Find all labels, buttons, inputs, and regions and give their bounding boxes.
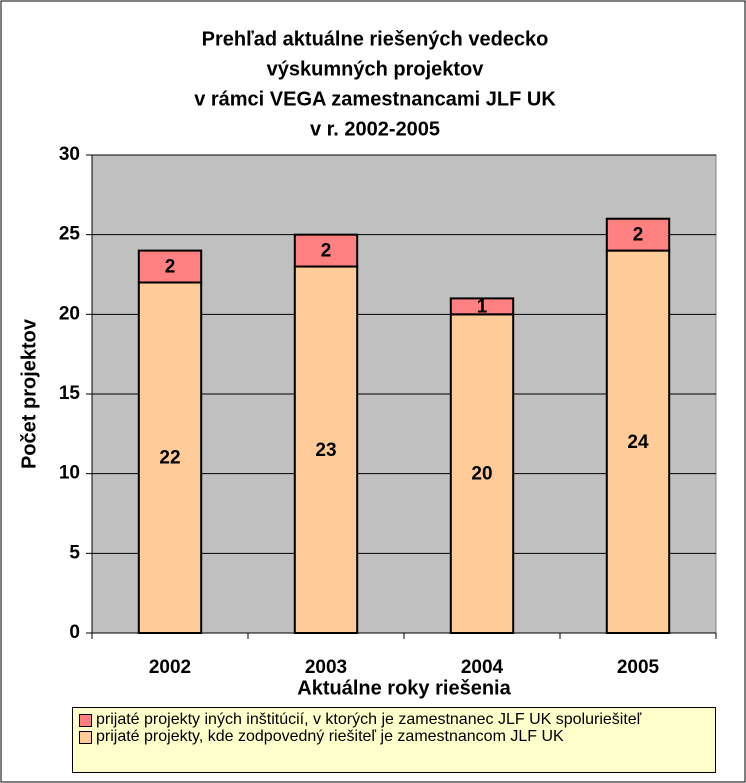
- chart-title: Prehľad aktuálne riešených vedecko: [202, 28, 549, 50]
- y-tick-label: 30: [59, 144, 80, 165]
- legend-swatch: [79, 714, 92, 727]
- x-tick-label: 2004: [461, 657, 504, 678]
- legend-label: prijaté projekty, kde zodpovedný riešite…: [96, 728, 564, 745]
- bar-segment: [293, 233, 359, 268]
- y-tick-label: 10: [59, 463, 80, 484]
- data-label: 24: [627, 432, 649, 453]
- chart-title: výskumných projektov: [267, 58, 485, 80]
- chart-title: v r. 2002-2005: [310, 118, 440, 140]
- bar-segment: [449, 313, 515, 634]
- x-axis-label: Aktuálne roky riešenia: [297, 677, 511, 699]
- legend-item: prijaté projekty iných inštitúcií, v kto…: [79, 711, 709, 728]
- bar-segment: [449, 297, 515, 316]
- y-tick-label: 25: [59, 224, 81, 245]
- legend-item: prijaté projekty, kde zodpovedný riešite…: [79, 728, 709, 745]
- bar-segment: [137, 249, 203, 284]
- data-label: 2: [633, 225, 644, 246]
- x-tick-label: 2005: [617, 657, 660, 678]
- data-label: 23: [315, 440, 336, 461]
- data-label: 1: [477, 296, 488, 317]
- y-tick-label: 15: [59, 383, 81, 404]
- y-tick-label: 20: [59, 303, 80, 324]
- data-label: 2: [165, 257, 176, 278]
- y-tick-label: 5: [69, 542, 80, 563]
- bar-segment: [605, 249, 671, 634]
- legend-swatch: [79, 731, 92, 744]
- bar-segment: [293, 265, 359, 634]
- bar-segment: [605, 217, 671, 252]
- x-tick-label: 2003: [305, 657, 347, 678]
- y-tick-label: 0: [69, 622, 80, 643]
- chart-title: v rámci VEGA zamestnancami JLF UK: [194, 88, 556, 110]
- y-axis-label: Počet projektov: [18, 318, 40, 469]
- x-tick-label: 2002: [149, 657, 191, 678]
- data-label: 2: [321, 241, 332, 262]
- legend: prijaté projekty iných inštitúcií, v kto…: [72, 707, 716, 773]
- legend-label: prijaté projekty iných inštitúcií, v kto…: [96, 711, 642, 728]
- data-label: 20: [471, 464, 492, 485]
- bar-segment: [137, 281, 203, 634]
- data-label: 22: [159, 448, 180, 469]
